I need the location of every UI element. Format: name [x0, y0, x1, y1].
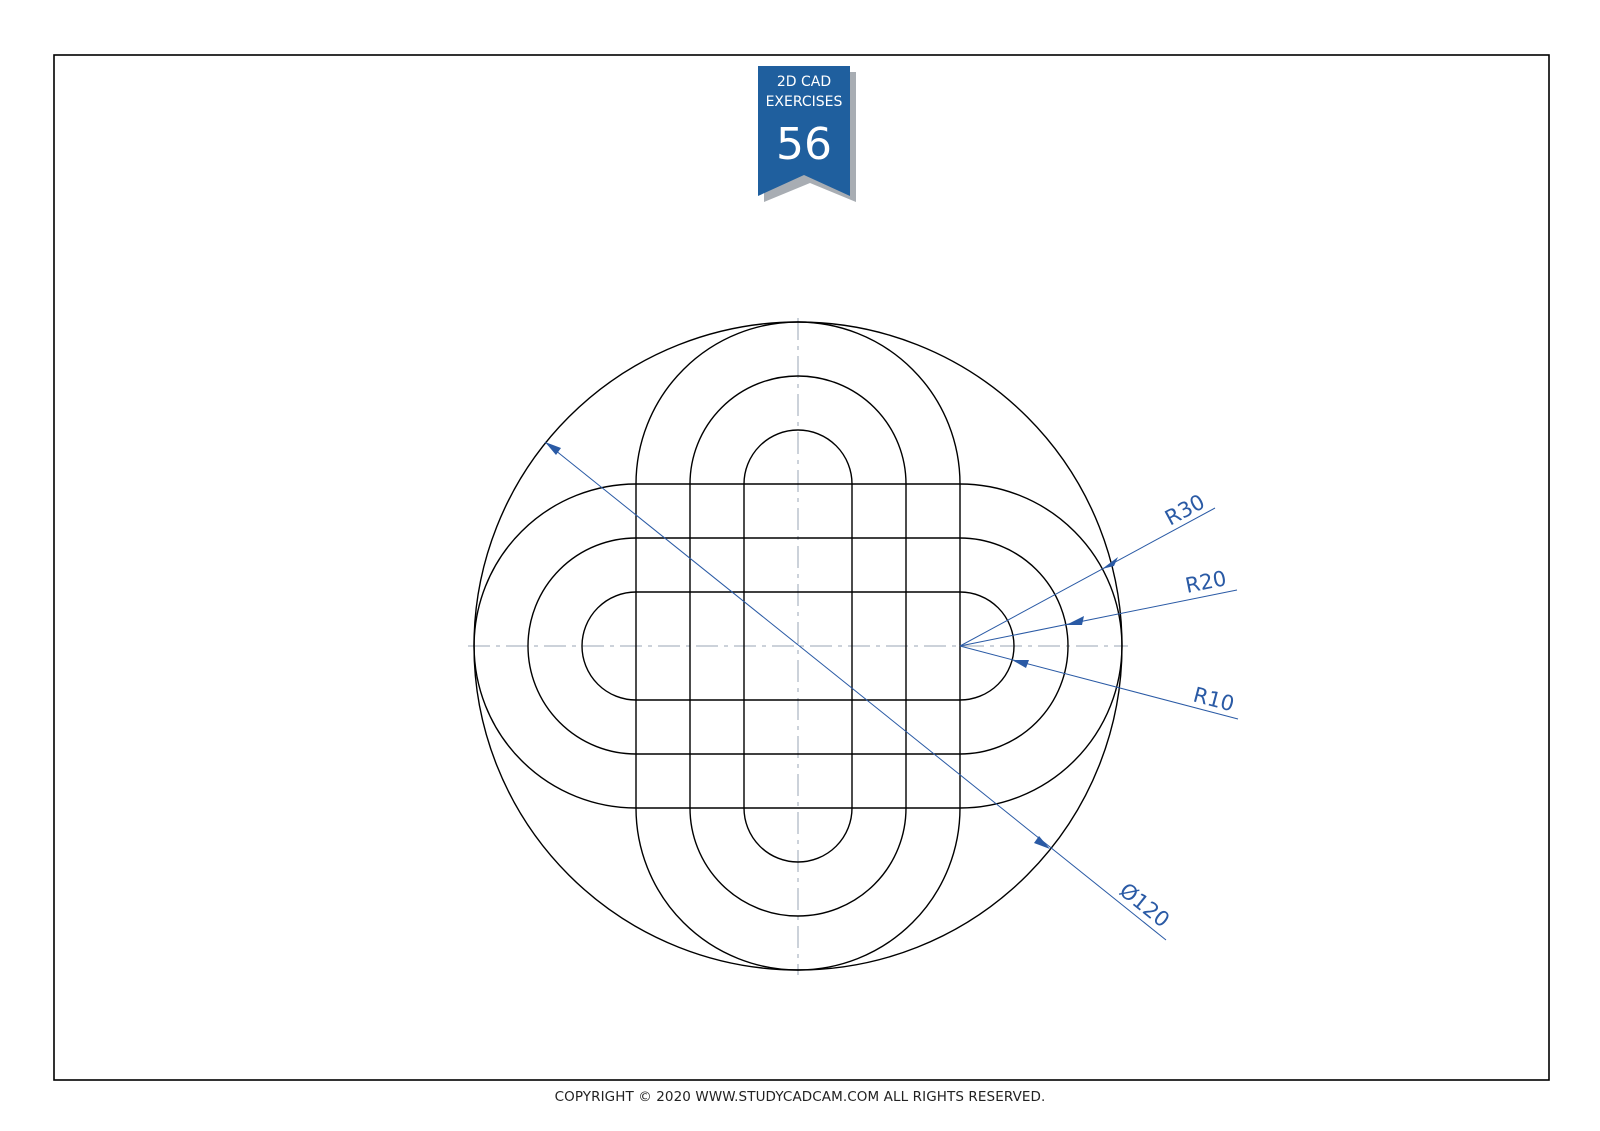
r20-dimension: R20	[959, 566, 1238, 647]
diameter-arrow-upper	[545, 442, 561, 455]
outer-circle	[473, 321, 1123, 971]
r20-leader-line	[959, 589, 1238, 647]
r30-arrow	[1102, 557, 1118, 569]
badge-ribbon	[758, 66, 850, 196]
badge-line1: 2D CAD	[777, 74, 831, 90]
horizontal-slot-r10	[581, 591, 1015, 701]
r30-leader-line	[959, 507, 1216, 647]
r10-arrow	[1012, 660, 1029, 668]
vertical-slot-r30	[635, 321, 961, 971]
r20-arrow	[1066, 616, 1084, 625]
diameter-label: Ø120	[1115, 878, 1174, 932]
r10-label: R10	[1191, 683, 1237, 717]
copyright-notice: COPYRIGHT © 2020 WWW.STUDYCADCAM.COM ALL…	[554, 1089, 1046, 1105]
badge-number: 56	[776, 119, 832, 170]
diameter-dimension: Ø120	[544, 441, 1174, 941]
exercise-badge: 2D CAD EXERCISES 56	[758, 66, 856, 202]
horizontal-slot-r30	[473, 483, 1123, 809]
r30-dimension: R30	[959, 490, 1216, 647]
vertical-slot-r10	[743, 429, 853, 863]
diameter-arrow-lower	[1034, 836, 1050, 849]
diameter-leader-line	[544, 441, 1167, 941]
horizontal-slot-r20	[527, 537, 1069, 755]
drawing-frame	[53, 54, 1550, 1081]
badge-line2: EXERCISES	[766, 94, 843, 110]
r10-leader-line	[959, 645, 1239, 720]
vertical-slot-r20	[689, 375, 907, 917]
r10-dimension: R10	[959, 645, 1239, 720]
